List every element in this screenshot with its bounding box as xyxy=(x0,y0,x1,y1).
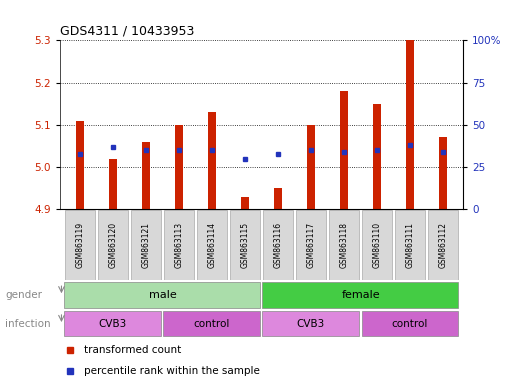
FancyBboxPatch shape xyxy=(362,210,392,280)
Text: CVB3: CVB3 xyxy=(296,318,324,329)
Text: percentile rank within the sample: percentile rank within the sample xyxy=(84,366,260,376)
Text: infection: infection xyxy=(5,318,51,329)
Text: GSM863118: GSM863118 xyxy=(339,222,348,268)
Text: GSM863116: GSM863116 xyxy=(274,222,282,268)
Bar xyxy=(241,197,249,209)
FancyBboxPatch shape xyxy=(230,210,260,280)
FancyBboxPatch shape xyxy=(164,210,194,280)
Text: GSM863117: GSM863117 xyxy=(306,222,315,268)
Text: gender: gender xyxy=(5,290,42,300)
FancyBboxPatch shape xyxy=(263,311,359,336)
Text: GSM863119: GSM863119 xyxy=(75,222,84,268)
FancyBboxPatch shape xyxy=(131,210,161,280)
Bar xyxy=(76,121,84,209)
Bar xyxy=(175,125,183,209)
Text: CVB3: CVB3 xyxy=(98,318,127,329)
Bar xyxy=(439,137,447,209)
Text: GSM863112: GSM863112 xyxy=(439,222,448,268)
Bar xyxy=(208,112,216,209)
Bar xyxy=(274,188,282,209)
FancyBboxPatch shape xyxy=(64,311,161,336)
FancyBboxPatch shape xyxy=(395,210,425,280)
Text: GSM863110: GSM863110 xyxy=(372,222,382,268)
Bar xyxy=(109,159,117,209)
FancyBboxPatch shape xyxy=(263,210,293,280)
Bar xyxy=(142,142,150,209)
Bar xyxy=(406,40,414,209)
Text: transformed count: transformed count xyxy=(84,345,181,355)
Text: control: control xyxy=(193,318,230,329)
Bar xyxy=(307,125,315,209)
FancyBboxPatch shape xyxy=(361,311,458,336)
FancyBboxPatch shape xyxy=(64,282,260,308)
FancyBboxPatch shape xyxy=(98,210,128,280)
Text: GDS4311 / 10433953: GDS4311 / 10433953 xyxy=(60,25,195,38)
Text: GSM863111: GSM863111 xyxy=(405,222,415,268)
FancyBboxPatch shape xyxy=(65,210,95,280)
Text: control: control xyxy=(392,318,428,329)
FancyBboxPatch shape xyxy=(296,210,326,280)
Text: female: female xyxy=(341,290,380,300)
Text: GSM863114: GSM863114 xyxy=(208,222,217,268)
Text: male: male xyxy=(149,290,176,300)
Text: GSM863121: GSM863121 xyxy=(141,222,151,268)
FancyBboxPatch shape xyxy=(329,210,359,280)
Text: GSM863113: GSM863113 xyxy=(175,222,184,268)
FancyBboxPatch shape xyxy=(164,311,260,336)
FancyBboxPatch shape xyxy=(197,210,227,280)
Bar xyxy=(373,104,381,209)
FancyBboxPatch shape xyxy=(428,210,458,280)
Text: GSM863115: GSM863115 xyxy=(241,222,249,268)
FancyBboxPatch shape xyxy=(263,282,458,308)
Bar xyxy=(340,91,348,209)
Text: GSM863120: GSM863120 xyxy=(108,222,118,268)
